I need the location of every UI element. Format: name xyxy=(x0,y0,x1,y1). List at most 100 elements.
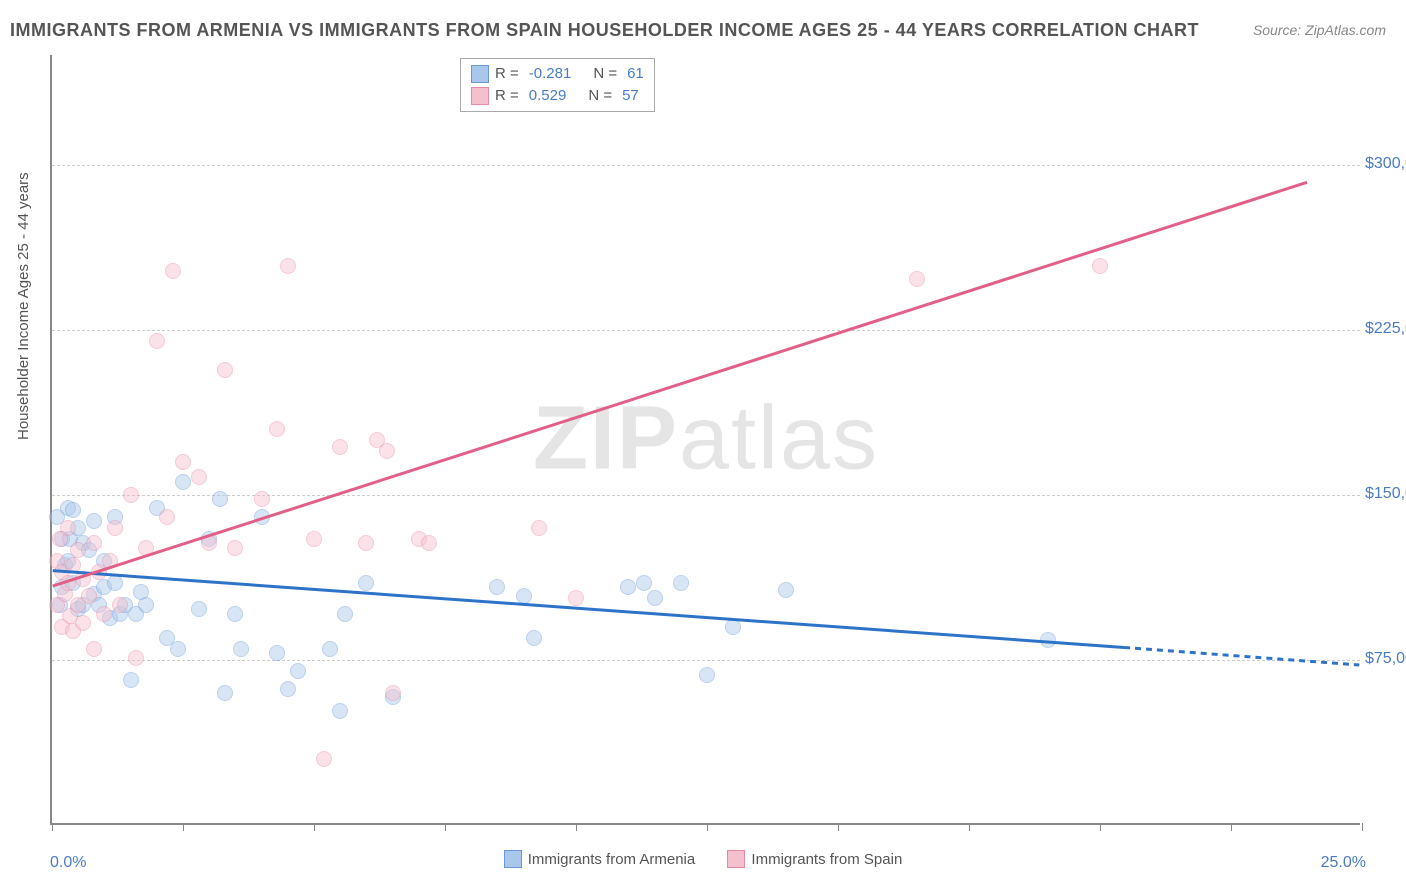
data-point xyxy=(725,619,741,635)
legend-label-spain: Immigrants from Spain xyxy=(751,851,902,868)
data-point xyxy=(112,597,128,613)
data-point xyxy=(647,590,663,606)
legend-item-armenia: Immigrants from Armenia xyxy=(504,850,696,868)
data-point xyxy=(233,641,249,657)
swatch-armenia xyxy=(471,65,489,83)
data-point xyxy=(316,751,332,767)
stats-row-armenia: R = -0.281 N = 61 xyxy=(471,63,644,85)
data-point xyxy=(170,641,186,657)
data-point xyxy=(75,571,91,587)
data-point xyxy=(175,474,191,490)
data-point xyxy=(322,641,338,657)
data-point xyxy=(673,575,689,591)
r-value-spain: 0.529 xyxy=(529,85,567,107)
data-point xyxy=(86,535,102,551)
data-point xyxy=(620,579,636,595)
data-point xyxy=(86,641,102,657)
stats-row-spain: R = 0.529 N = 57 xyxy=(471,85,644,107)
data-point xyxy=(123,487,139,503)
data-point xyxy=(96,606,112,622)
data-point xyxy=(138,540,154,556)
data-point xyxy=(60,520,76,536)
n-label: N = xyxy=(593,63,617,85)
watermark-bold: ZIP xyxy=(533,389,679,489)
data-point xyxy=(269,645,285,661)
data-point xyxy=(128,650,144,666)
data-point xyxy=(699,667,715,683)
legend-item-spain: Immigrants from Spain xyxy=(727,850,902,868)
data-point xyxy=(269,421,285,437)
data-point xyxy=(1092,258,1108,274)
data-point xyxy=(123,672,139,688)
data-point xyxy=(70,542,86,558)
chart-title: IMMIGRANTS FROM ARMENIA VS IMMIGRANTS FR… xyxy=(10,20,1199,41)
r-value-armenia: -0.281 xyxy=(529,63,572,85)
swatch-armenia xyxy=(504,850,522,868)
data-point xyxy=(86,513,102,529)
data-point xyxy=(60,575,76,591)
data-point xyxy=(636,575,652,591)
watermark-light: atlas xyxy=(679,389,879,489)
data-point xyxy=(217,362,233,378)
data-point xyxy=(332,439,348,455)
stats-legend: R = -0.281 N = 61 R = 0.529 N = 57 xyxy=(460,58,655,112)
data-point xyxy=(385,685,401,701)
data-point xyxy=(107,575,123,591)
data-point xyxy=(217,685,233,701)
data-point xyxy=(280,258,296,274)
data-point xyxy=(75,615,91,631)
data-point xyxy=(138,597,154,613)
data-point xyxy=(568,590,584,606)
n-value-armenia: 61 xyxy=(627,63,644,85)
data-point xyxy=(379,443,395,459)
data-point xyxy=(191,601,207,617)
y-tick-label: $150,000 xyxy=(1365,485,1406,503)
data-point xyxy=(358,575,374,591)
trend-lines-svg xyxy=(52,55,1360,823)
data-point xyxy=(191,469,207,485)
data-point xyxy=(337,606,353,622)
plot-area: ZIPatlas $75,000$150,000$225,000$300,000 xyxy=(50,55,1360,825)
r-label: R = xyxy=(495,85,519,107)
data-point xyxy=(421,535,437,551)
chart-source: Source: ZipAtlas.com xyxy=(1253,22,1386,38)
data-point xyxy=(227,540,243,556)
swatch-spain xyxy=(471,87,489,105)
data-point xyxy=(81,588,97,604)
data-point xyxy=(201,535,217,551)
data-point xyxy=(65,502,81,518)
data-point xyxy=(489,579,505,595)
swatch-spain xyxy=(727,850,745,868)
n-value-spain: 57 xyxy=(622,85,639,107)
data-point xyxy=(159,509,175,525)
series-legend: Immigrants from Armenia Immigrants from … xyxy=(0,850,1406,872)
data-point xyxy=(107,520,123,536)
data-point xyxy=(254,509,270,525)
watermark: ZIPatlas xyxy=(533,388,879,491)
r-label: R = xyxy=(495,63,519,85)
data-point xyxy=(254,491,270,507)
source-name: ZipAtlas.com xyxy=(1305,22,1386,38)
data-point xyxy=(1040,632,1056,648)
y-tick-label: $225,000 xyxy=(1365,320,1406,338)
y-tick-label: $300,000 xyxy=(1365,155,1406,173)
y-tick-label: $75,000 xyxy=(1365,650,1406,668)
data-point xyxy=(358,535,374,551)
y-axis-title: Householder Income Ages 25 - 44 years xyxy=(15,172,32,440)
data-point xyxy=(531,520,547,536)
chart-container: IMMIGRANTS FROM ARMENIA VS IMMIGRANTS FR… xyxy=(0,0,1406,892)
data-point xyxy=(526,630,542,646)
legend-label-armenia: Immigrants from Armenia xyxy=(528,851,696,868)
data-point xyxy=(165,263,181,279)
data-point xyxy=(175,454,191,470)
data-point xyxy=(332,703,348,719)
data-point xyxy=(909,271,925,287)
data-point xyxy=(102,553,118,569)
data-point xyxy=(290,663,306,679)
data-point xyxy=(149,333,165,349)
source-label: Source: xyxy=(1253,22,1301,38)
data-point xyxy=(227,606,243,622)
data-point xyxy=(516,588,532,604)
data-point xyxy=(212,491,228,507)
n-label: N = xyxy=(588,85,612,107)
